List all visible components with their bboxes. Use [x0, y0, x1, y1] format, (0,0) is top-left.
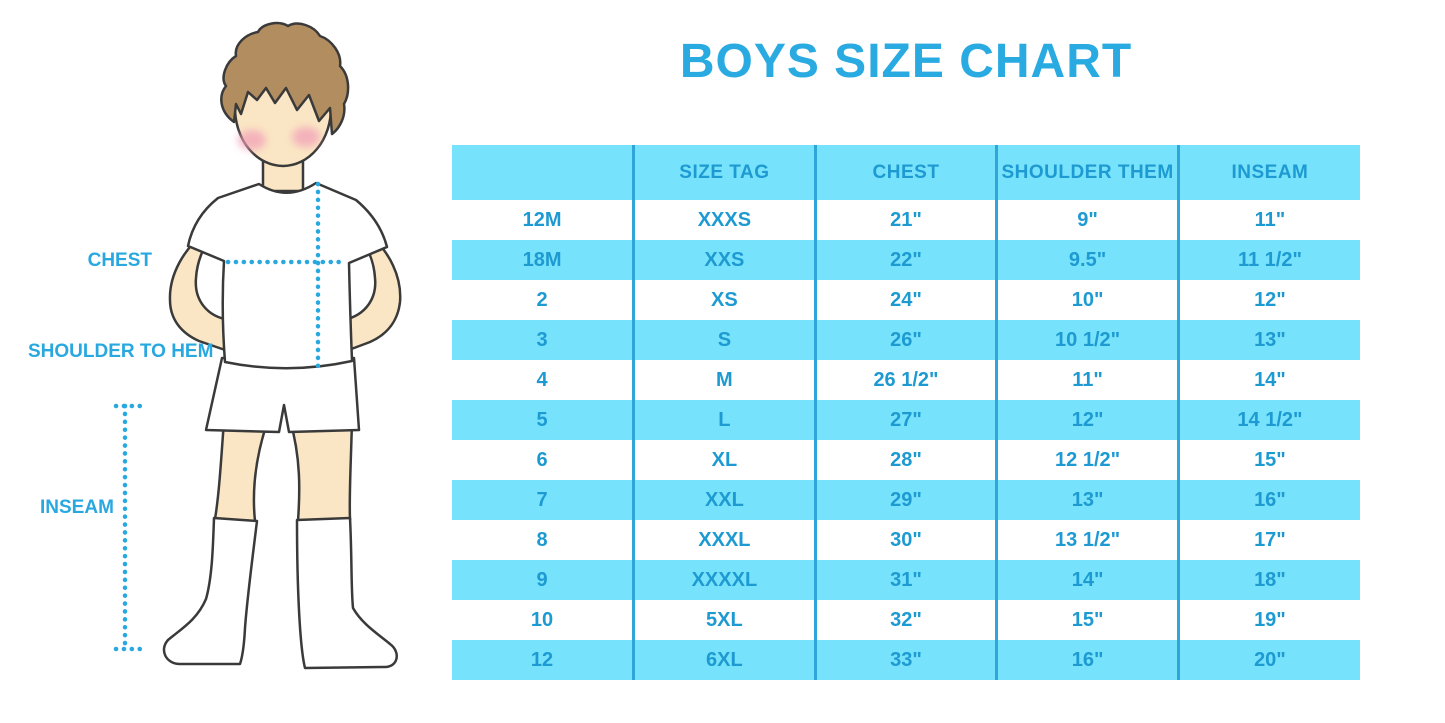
- table-cell: 10 1/2": [995, 320, 1179, 360]
- table-cell: 13": [1176, 320, 1360, 360]
- table-cell: 14": [995, 560, 1179, 600]
- table-row: 12 6XL 33" 16" 20": [452, 640, 1360, 680]
- boy-left-leg: [213, 418, 270, 523]
- table-cell: 9.5": [995, 240, 1179, 280]
- table-row: 9 XXXXL 31" 14" 18": [452, 560, 1360, 600]
- size-table: SIZE TAG CHEST SHOULDER THEM INSEAM 12M X…: [452, 145, 1360, 680]
- table-row: 10 5XL 32" 15" 19": [452, 600, 1360, 640]
- table-cell: 10: [530, 608, 554, 631]
- boy-left-sock: [162, 516, 259, 666]
- table-cell: 29": [813, 480, 997, 520]
- table-cell: 3: [452, 320, 634, 360]
- table-cell: 22": [813, 240, 997, 280]
- table-cell: L: [632, 400, 816, 440]
- table-cell: 19": [1176, 600, 1360, 640]
- table-cell: XXXL: [632, 520, 816, 560]
- table-cell: XXS: [632, 240, 816, 280]
- table-cell: 11 1/2": [1176, 240, 1360, 280]
- table-cell: 9: [452, 560, 634, 600]
- table-cell: 26 1/2": [813, 360, 997, 400]
- table-cell: 21": [813, 200, 997, 240]
- boy-right-leg: [288, 418, 354, 523]
- boy-shorts: [204, 356, 361, 434]
- table-cell: 5XL: [632, 600, 816, 640]
- table-cell: 33": [813, 640, 997, 680]
- table-cell: 26": [813, 320, 997, 360]
- table-cell: 15": [995, 600, 1179, 640]
- table-cell: 18": [1176, 560, 1360, 600]
- table-row: 12M XXXS 21" 9" 11": [452, 200, 1360, 240]
- chest-label: CHEST: [87, 250, 152, 271]
- shoulder-to-hem-label: SHOULDER TO HEM: [28, 341, 214, 362]
- inseam-label: INSEAM: [40, 497, 114, 518]
- boy-right-sock: [295, 516, 398, 670]
- table-row: 2 XS 24" 10" 12": [452, 280, 1360, 320]
- table-cell: XS: [632, 280, 816, 320]
- table-row: 18M XXS 22" 9.5" 11 1/2": [452, 240, 1360, 280]
- table-cell: 5: [452, 400, 634, 440]
- table-cell: 11": [995, 360, 1179, 400]
- boy-hair: [220, 21, 350, 136]
- table-cell: 14 1/2": [1176, 400, 1360, 440]
- column-header-size: [452, 145, 634, 200]
- table-cell: 6XL: [632, 640, 816, 680]
- table-cell: 4: [536, 368, 548, 391]
- table-row: 6 XL 28" 12 1/2" 15": [452, 440, 1360, 480]
- table-cell: M: [632, 360, 816, 400]
- table-cell: 28": [813, 440, 997, 480]
- table-cell: 27": [813, 400, 997, 440]
- table-cell: 14": [1176, 360, 1360, 400]
- boy-illustration: [113, 21, 402, 670]
- table-cell: XXXXL: [632, 560, 816, 600]
- table-cell: 20": [1176, 640, 1360, 680]
- table-row: 4 M 26 1/2" 11" 14": [452, 360, 1360, 400]
- table-cell: 32": [813, 600, 997, 640]
- size-table-body: 12M XXXS 21" 9" 11" 18M XXS 22" 9.5" 11 1/2" 2 XS 24…: [452, 200, 1360, 680]
- table-cell: 13": [995, 480, 1179, 520]
- table-cell: XXXS: [632, 200, 816, 240]
- column-header-shoulder: SHOULDER THEM: [995, 145, 1179, 200]
- column-header-inseam: INSEAM: [1176, 145, 1360, 200]
- table-cell: 7: [452, 480, 634, 520]
- table-cell: 16": [1176, 480, 1360, 520]
- table-row: 7 XXL 29" 13" 16": [452, 480, 1360, 520]
- table-cell: 30": [813, 520, 997, 560]
- table-cell: XXL: [632, 480, 816, 520]
- table-cell: 12 1/2": [995, 440, 1179, 480]
- table-cell: 2: [536, 288, 548, 311]
- table-cell: 10": [995, 280, 1179, 320]
- column-header-chest: CHEST: [813, 145, 997, 200]
- table-cell: 12": [1176, 280, 1360, 320]
- table-cell: 9": [995, 200, 1179, 240]
- table-cell: 12M: [522, 208, 562, 231]
- table-cell: 6: [536, 448, 548, 471]
- table-cell: S: [632, 320, 816, 360]
- table-row: 8 XXXL 30" 13 1/2" 17": [452, 520, 1360, 560]
- table-cell: XL: [632, 440, 816, 480]
- column-header-size-tag: SIZE TAG: [632, 145, 816, 200]
- table-cell: 15": [1176, 440, 1360, 480]
- table-cell: 16": [995, 640, 1179, 680]
- boy-right-arm: [342, 232, 402, 353]
- page-title: BOYS SIZE CHART: [679, 35, 1133, 88]
- table-cell: 12: [452, 640, 634, 680]
- table-cell: 11": [1176, 200, 1360, 240]
- blush-left: [238, 130, 266, 150]
- table-cell: 17": [1176, 520, 1360, 560]
- table-cell: 13 1/2": [995, 520, 1179, 560]
- table-cell: 8: [536, 528, 548, 551]
- table-row: 5 L 27" 12" 14 1/2": [452, 400, 1360, 440]
- table-header-row: SIZE TAG CHEST SHOULDER THEM INSEAM: [452, 145, 1360, 200]
- boy-tshirt: [186, 181, 389, 370]
- table-cell: 12": [995, 400, 1179, 440]
- table-row: 3 S 26" 10 1/2" 13": [452, 320, 1360, 360]
- table-cell: 18M: [452, 240, 634, 280]
- table-cell: 24": [813, 280, 997, 320]
- blush-right: [292, 127, 320, 147]
- table-cell: 31": [813, 560, 997, 600]
